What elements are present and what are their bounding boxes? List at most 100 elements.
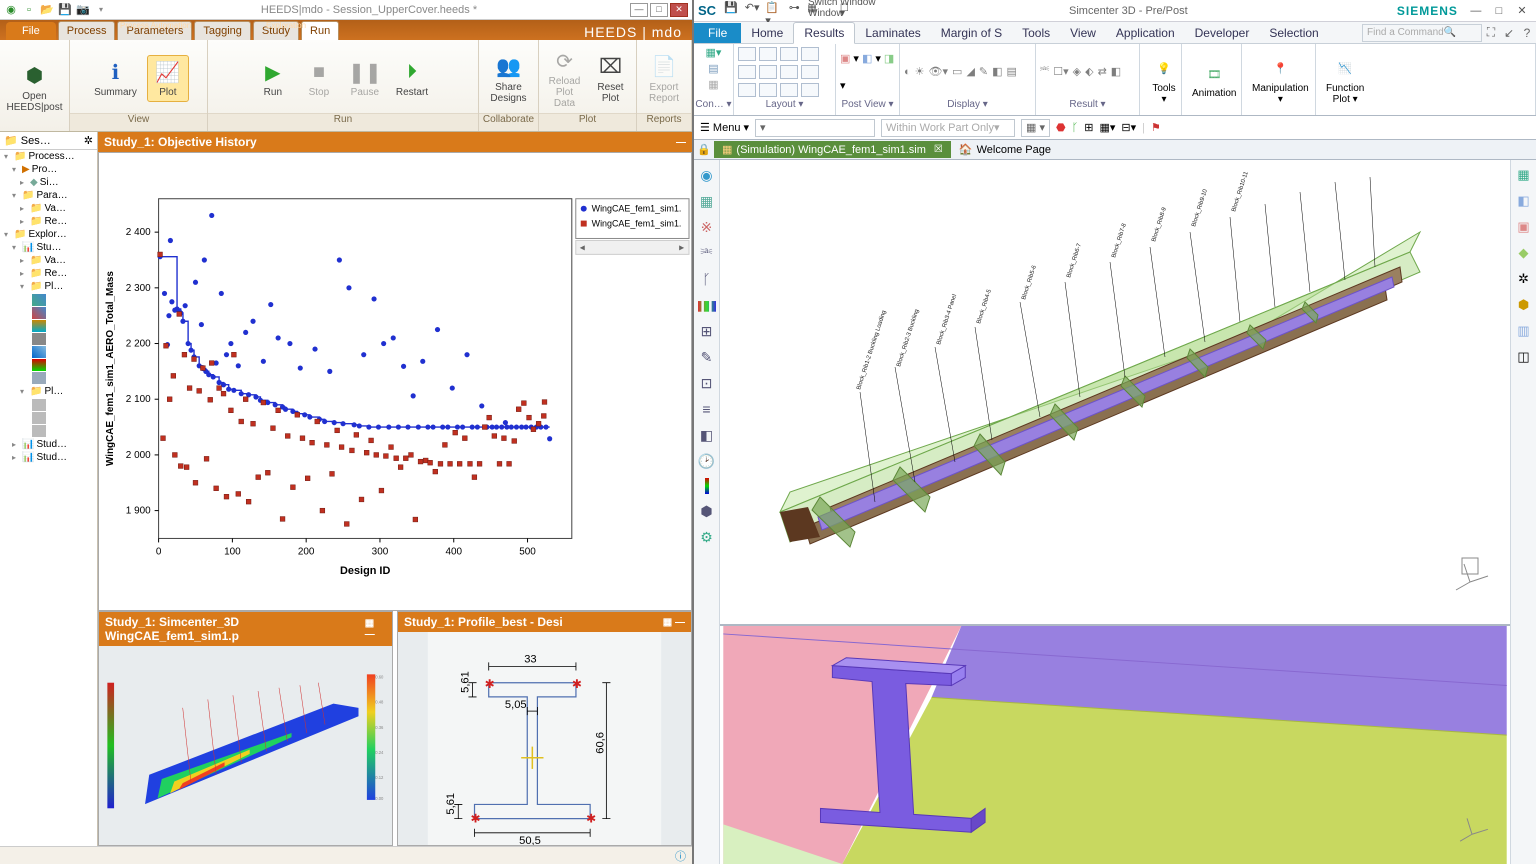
toolbar-icon[interactable]: ᚴ xyxy=(1072,122,1079,134)
tools-button[interactable]: 💡Tools ▾ xyxy=(1144,53,1184,107)
disp-icon[interactable]: 👁▾ xyxy=(929,65,949,78)
reload-plot-button[interactable]: ⟳Reload Plot Data xyxy=(543,45,585,112)
maximize-button[interactable]: □ xyxy=(1489,3,1509,19)
rt-icon[interactable]: ▦ xyxy=(1515,166,1533,184)
disp-icon[interactable]: ◢ xyxy=(966,65,974,78)
thumb-icon[interactable] xyxy=(32,399,46,411)
fullscreen-icon[interactable]: ⛶ xyxy=(1482,25,1500,40)
tree-root[interactable]: 📁 Ses… xyxy=(4,134,51,147)
open-heedspost-button[interactable]: ⬢Open HEEDS|post xyxy=(6,60,63,116)
nav-icon[interactable]: ⊡ xyxy=(698,374,716,392)
new-icon[interactable]: ▫ xyxy=(22,3,36,17)
disp-icon[interactable]: ▤ xyxy=(1007,65,1017,78)
pv-icon[interactable]: ◨ xyxy=(884,52,894,65)
camera-icon[interactable]: 📷 xyxy=(76,3,90,17)
tree-node[interactable]: 📁 Para… xyxy=(0,189,97,202)
disp-icon[interactable]: ▭ xyxy=(952,65,962,78)
tree-node[interactable]: 📊 Stu… xyxy=(0,241,97,254)
tree-node[interactable]: 📁 Va… xyxy=(0,254,97,267)
tab-margin[interactable]: Margin of S xyxy=(931,23,1012,43)
thumb-icon[interactable] xyxy=(32,294,46,306)
info-icon[interactable]: ⓘ xyxy=(675,848,686,864)
function-plot-button[interactable]: 📉Function Plot ▾ xyxy=(1320,53,1370,107)
animation-button[interactable]: 🎞Animation xyxy=(1186,58,1242,101)
thumb-icon[interactable] xyxy=(32,346,46,358)
thumb-icon[interactable] xyxy=(32,425,46,437)
thumb-icon[interactable] xyxy=(32,412,46,424)
layer-icon[interactable]: ▤ xyxy=(708,62,718,75)
res-icon[interactable]: ⇄ xyxy=(1098,65,1107,78)
nav-icon[interactable]: ⚙ xyxy=(698,528,716,546)
tab-tools[interactable]: Tools xyxy=(1012,23,1060,43)
save-icon[interactable]: 💾 xyxy=(58,3,72,17)
stop-button[interactable]: ■Stop xyxy=(298,56,340,101)
bottom-right-pane[interactable]: Study_1: Profile_best - Desi▦ — ✱✱✱✱ xyxy=(397,611,692,846)
layout-icon[interactable] xyxy=(780,65,798,79)
cube-icon[interactable]: ▦▾ xyxy=(706,46,722,59)
rt-icon[interactable]: ✲ xyxy=(1515,270,1533,288)
res-icon[interactable]: ⎃ xyxy=(1040,65,1049,78)
rt-icon[interactable]: ▥ xyxy=(1515,322,1533,340)
layout-icon[interactable] xyxy=(801,83,819,97)
layout-icon[interactable] xyxy=(759,65,777,79)
thumb-icon[interactable] xyxy=(32,320,46,332)
tree-node[interactable]: ◆ Si… xyxy=(0,176,97,189)
toolbar-icon[interactable]: ⚑ xyxy=(1151,121,1161,134)
restore-icon[interactable]: ↙ xyxy=(1500,26,1518,40)
nav-icon[interactable]: ᚴ xyxy=(698,270,716,288)
nav-icon[interactable]: ▦ xyxy=(698,192,716,210)
tree-node[interactable]: 📁 Va… xyxy=(0,202,97,215)
layout-icon[interactable] xyxy=(780,83,798,97)
nav-icon[interactable]: ▮▮▮ xyxy=(698,296,716,314)
toolbar-icon[interactable]: ▦▾ xyxy=(1099,121,1115,134)
nav-icon[interactable]: ✎ xyxy=(698,348,716,366)
thumb-icon[interactable] xyxy=(32,333,46,345)
redo-icon[interactable]: 📋▾ xyxy=(765,6,781,22)
disp-icon[interactable]: ☀ xyxy=(915,65,925,78)
summary-button[interactable]: ℹSummary xyxy=(88,56,143,101)
close-button[interactable]: ✕ xyxy=(1512,2,1532,18)
reset-plot-button[interactable]: ⌧Reset Plot xyxy=(589,51,631,107)
pv-icon[interactable]: ▾ xyxy=(875,52,881,65)
tab-view[interactable]: View xyxy=(1060,23,1106,43)
menu-button[interactable]: ☰ Menu ▾ xyxy=(700,121,749,134)
tab-developer[interactable]: Developer xyxy=(1185,23,1260,43)
tree-node[interactable]: 📊 Stud… xyxy=(0,438,97,451)
window-menu[interactable]: ☐ Window ▾ xyxy=(840,0,867,16)
help-icon[interactable]: ? xyxy=(1518,26,1536,40)
minimize-button[interactable]: — xyxy=(630,3,648,17)
manipulation-button[interactable]: 📍Manipulation ▾ xyxy=(1246,53,1315,107)
thumb-icon[interactable] xyxy=(32,359,46,371)
doc-tab-welcome[interactable]: 🏠Welcome Page xyxy=(951,141,1059,158)
export-report-button[interactable]: 📄Export Report xyxy=(643,51,685,107)
rt-icon[interactable]: ◫ xyxy=(1515,348,1533,366)
workpart-dropdown[interactable]: Within Work Part Only ▾ xyxy=(881,119,1015,137)
disp-icon[interactable]: ◧ xyxy=(992,65,1002,78)
pv-icon[interactable]: ▾ xyxy=(840,79,846,92)
layout-icon[interactable] xyxy=(759,47,777,61)
pv-icon[interactable]: ▾ xyxy=(853,52,859,65)
res-icon[interactable]: ☐▾ xyxy=(1053,65,1068,78)
rt-icon[interactable]: ◆ xyxy=(1515,244,1533,262)
res-icon[interactable]: ◧ xyxy=(1111,65,1121,78)
thumb-icon[interactable] xyxy=(32,372,46,384)
rt-icon[interactable]: ▣ xyxy=(1515,218,1533,236)
tab-results[interactable]: Results xyxy=(793,22,855,44)
layout-icon[interactable] xyxy=(738,65,756,79)
run-button[interactable]: ▶Run xyxy=(252,56,294,101)
tab-selection[interactable]: Selection xyxy=(1259,23,1328,43)
lock-icon[interactable]: 🔒 xyxy=(694,143,714,156)
layout-icon[interactable] xyxy=(801,65,819,79)
sc-3d-view-bottom[interactable] xyxy=(720,624,1510,864)
tree-node[interactable]: 📁 Pl… xyxy=(0,385,97,398)
res-icon[interactable]: ⬖ xyxy=(1085,65,1093,78)
pv-icon[interactable]: ◧ xyxy=(862,52,872,65)
plot-button[interactable]: 📈Plot xyxy=(147,55,189,102)
layout-icon[interactable] xyxy=(780,47,798,61)
scatter-plot[interactable]: 01002003004005001 9002 0002 1002 2002 30… xyxy=(98,152,692,611)
toolbar-icon[interactable]: ⊟▾ xyxy=(1121,121,1136,134)
nav-icon[interactable] xyxy=(705,478,709,494)
sc-file-menu[interactable]: File xyxy=(694,23,741,43)
sel-dropdown[interactable]: ▦ ▾ xyxy=(1021,119,1050,137)
open-icon[interactable]: 📂 xyxy=(40,3,54,17)
